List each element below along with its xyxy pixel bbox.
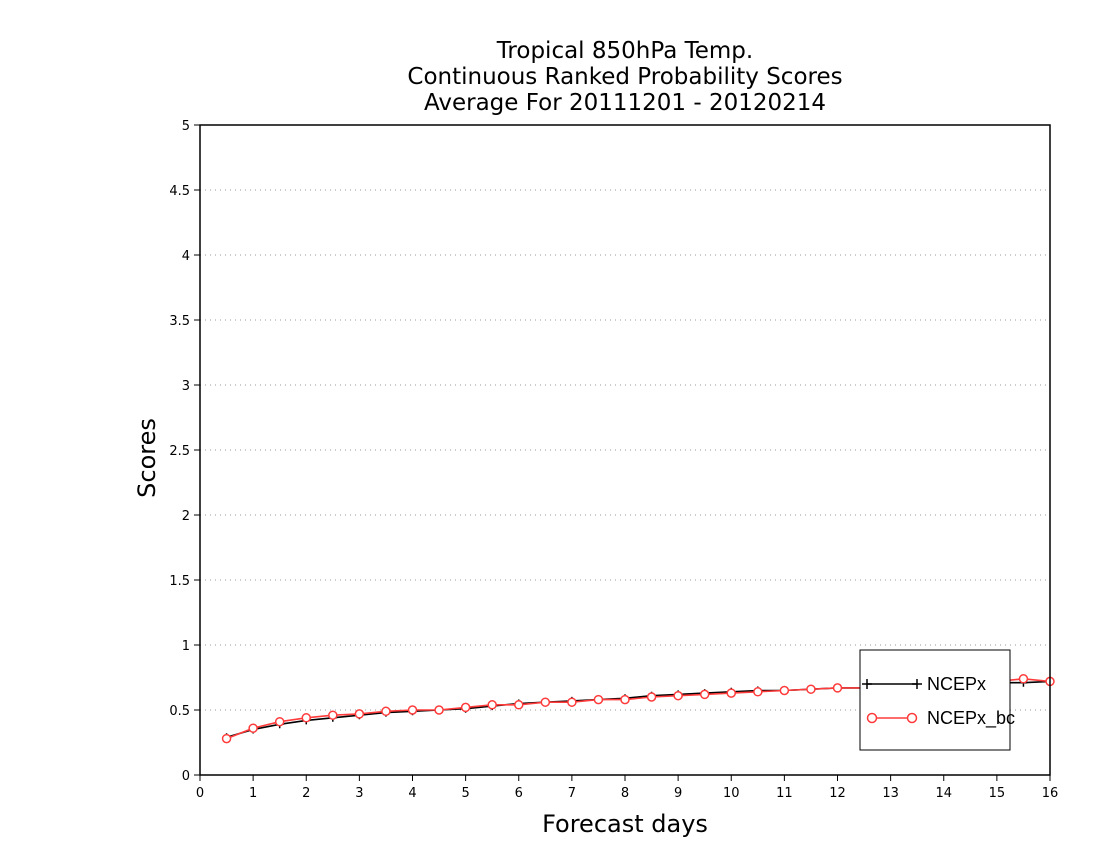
y-axis-label: Scores — [133, 418, 161, 498]
point-ncepx-bc-12 — [540, 697, 551, 707]
point-ncepx-bc-17 — [673, 690, 683, 701]
y-tick-label-6: 3 — [182, 379, 190, 394]
y-tick-label-9: 4.5 — [169, 184, 190, 199]
x-tick-label-7: 7 — [568, 786, 576, 801]
legend-label-ncepx-bc: NCEPx_bc — [927, 708, 1015, 729]
y-tick-label-4: 2 — [182, 509, 190, 524]
y-tick-label-2: 1 — [182, 639, 190, 654]
point-ncepx-bc-23 — [832, 683, 843, 693]
point-ncepx-bc-1 — [248, 723, 258, 733]
x-tick-label-13: 13 — [882, 786, 899, 801]
x-tick-label-9: 9 — [674, 786, 682, 801]
legend-label-ncepx: NCEPx — [927, 674, 986, 694]
title-line-1: Tropical 850hPa Temp. — [496, 38, 753, 64]
x-tick-label-8: 8 — [621, 786, 629, 801]
point-ncepx-bc-20 — [753, 687, 763, 697]
grid-lines — [200, 189, 1050, 711]
point-ncepx-bc-19 — [726, 688, 736, 698]
x-tick-label-3: 3 — [355, 786, 363, 801]
point-ncepx-bc-4 — [328, 710, 338, 720]
y-tick-label-0: 0 — [182, 769, 190, 784]
y-tick-label-5: 2.5 — [169, 444, 190, 459]
axis-ticks: 00.511.522.533.544.550 1 2 3 4 5 6 7 8 9 10 11 12 13 1… — [169, 119, 1058, 801]
legend-marker-ncepx-bc-right — [906, 712, 918, 724]
x-axis-label: Forecast days — [542, 810, 708, 838]
x-tick-label-11: 11 — [776, 786, 793, 801]
x-tick-label-0: 0 — [196, 786, 204, 801]
x-tick-label-10: 10 — [723, 786, 740, 801]
x-tick-label-16: 16 — [1042, 786, 1059, 801]
y-tick-label-7: 3.5 — [169, 314, 190, 329]
point-ncepx-bc-21 — [779, 685, 790, 696]
point-ncepx-bc-11 — [514, 700, 524, 710]
x-tick-label-6: 6 — [515, 786, 523, 801]
x-tick-label-12: 12 — [829, 786, 846, 801]
y-tick-label-3: 1.5 — [169, 574, 190, 589]
x-tick-label-1: 1 — [249, 786, 257, 801]
y-tick-label-10: 5 — [182, 119, 190, 134]
point-ncepx-bc-7 — [407, 705, 418, 715]
point-ncepx-bc-14 — [593, 694, 604, 705]
x-tick-label-2: 2 — [302, 786, 310, 801]
legend-entry-ncepx: NCEPx — [862, 674, 986, 694]
point-ncepx-bc-30 — [1018, 674, 1029, 684]
point-ncepx-bc-16 — [646, 692, 657, 702]
legend-entry-ncepx-bc: NCEPx_bc — [866, 708, 1015, 729]
x-tick-label-5: 5 — [461, 786, 469, 801]
point-ncepx-bc-6 — [381, 706, 391, 717]
point-ncepx-bc-8 — [434, 705, 444, 715]
point-ncepx-bc-3 — [301, 713, 311, 723]
title-line-2: Continuous Ranked Probability Scores — [407, 64, 842, 90]
point-ncepx-bc-18 — [699, 689, 710, 700]
legend-marker-ncepx-bc-left — [866, 712, 878, 724]
point-ncepx-bc-0 — [221, 733, 232, 744]
legend-box — [859, 649, 1011, 751]
point-ncepx-bc-5 — [354, 709, 365, 719]
x-tick-label-15: 15 — [989, 786, 1006, 801]
y-tick-label-1: 0.5 — [169, 704, 190, 719]
point-ncepx-bc-9 — [460, 702, 471, 713]
title-line-3: Average For 20111201 - 20120214 — [424, 90, 826, 116]
point-ncepx-bc-13 — [567, 697, 577, 707]
legend: NCEPx NCEPx_bc — [859, 649, 1015, 751]
x-tick-label-14: 14 — [935, 786, 952, 801]
point-ncepx-bc-2 — [274, 716, 285, 727]
point-ncepx-bc-15 — [620, 694, 630, 705]
y-tick-label-8: 4 — [182, 249, 190, 264]
x-tick-label-4: 4 — [408, 786, 416, 801]
point-ncepx-bc-10 — [487, 700, 497, 710]
legend-marker-ncepx — [862, 679, 922, 689]
chart-title: Tropical 850hPa Temp. Continuous Ranked … — [407, 38, 842, 116]
point-ncepx-bc-22 — [806, 684, 816, 694]
